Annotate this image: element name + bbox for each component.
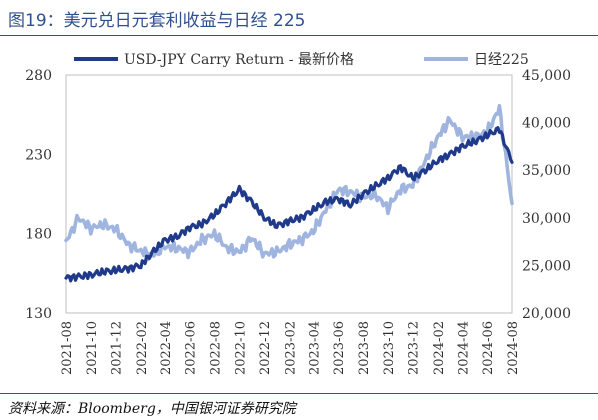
x-tick-label: 2022-08: [209, 321, 224, 375]
series-layer: [64, 104, 514, 283]
y-right-tick-label: 25,000: [522, 258, 571, 274]
x-tick-label: 2021-12: [110, 321, 125, 375]
x-tick-label: 2021-10: [85, 321, 100, 375]
x-axis: 2021-08 2021-10 2021-12 2022-02 2022-04 2022-…: [60, 321, 521, 375]
y-left-tick-label: 130: [25, 306, 52, 322]
y-right-tick-label: 30,000: [522, 211, 571, 227]
x-tick-label: 2023-02: [283, 321, 298, 375]
x-tick-label: 2023-04: [307, 321, 322, 375]
x-tick-label: 2022-04: [159, 321, 174, 375]
x-tick-label: 2023-10: [382, 321, 397, 375]
legend-label-carry-return: USD-JPY Carry Return - 最新价格: [124, 52, 354, 68]
x-tick-label: 2024-02: [432, 321, 447, 375]
x-tick-label: 2022-06: [184, 321, 199, 375]
source-note: 资料来源：Bloomberg，中国银河证券研究院: [8, 401, 296, 417]
x-tick-label: 2021-08: [60, 321, 75, 375]
x-tick-label: 2024-08: [506, 321, 521, 375]
y-right-tick-label: 45,000: [522, 68, 571, 84]
plot-border: [65, 74, 513, 314]
y-right-tick-label: 20,000: [522, 306, 571, 322]
x-tick-label: 2024-06: [481, 321, 496, 375]
x-tick-label: 2022-10: [233, 321, 248, 375]
x-tick-label: 2024-04: [456, 321, 471, 375]
x-tick-label: 2023-06: [332, 321, 347, 375]
source-rule: [0, 393, 598, 394]
x-tick-label: 2023-08: [357, 321, 372, 375]
x-tick-label: 2022-02: [135, 321, 150, 375]
figure-title: 图19：美元兑日元套利收益与日经 225: [8, 11, 306, 31]
legend: USD-JPY Carry Return - 最新价格 日经225: [74, 52, 529, 68]
x-tick-label: 2023-12: [407, 321, 422, 375]
y-axis-left: 130 180 230 280: [25, 68, 52, 322]
y-right-tick-label: 35,000: [522, 163, 571, 179]
series-line-nikkei225: [64, 104, 514, 262]
x-tick-label: 2022-12: [258, 321, 273, 375]
y-axis-right: 20,000 25,000 30,000 35,000 40,000 45,000: [522, 68, 571, 322]
y-left-tick-label: 180: [25, 227, 52, 243]
title-rule: [0, 35, 598, 36]
chart-area: 130 180 230 280 20,000 25,000 30,000 35,000 40,…: [25, 52, 571, 375]
y-left-tick-label: 230: [25, 147, 52, 163]
series-line-carry-return: [64, 126, 514, 283]
legend-label-nikkei225: 日经225: [474, 52, 529, 68]
y-left-tick-label: 280: [25, 68, 52, 84]
y-right-tick-label: 40,000: [522, 116, 571, 132]
plot-frame: [65, 74, 513, 314]
